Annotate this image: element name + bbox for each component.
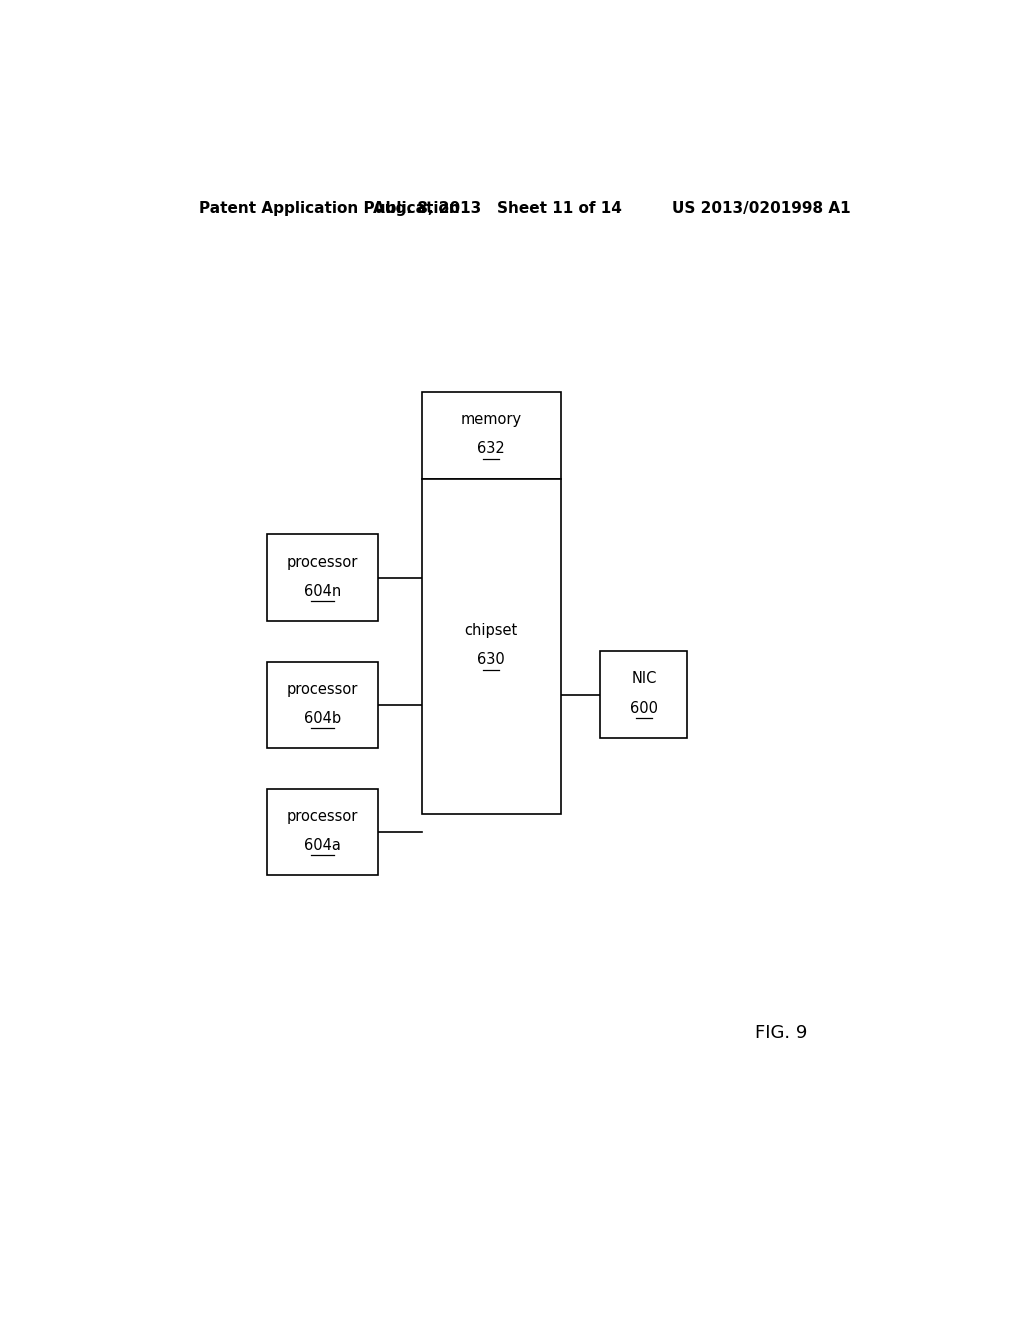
- Bar: [600, 651, 687, 738]
- Text: processor: processor: [287, 681, 358, 697]
- Bar: [267, 788, 378, 875]
- Text: 604a: 604a: [304, 838, 341, 853]
- Text: Aug. 8, 2013   Sheet 11 of 14: Aug. 8, 2013 Sheet 11 of 14: [373, 201, 622, 216]
- Text: 604b: 604b: [304, 710, 341, 726]
- Text: Patent Application Publication: Patent Application Publication: [200, 201, 460, 216]
- Text: 632: 632: [477, 441, 505, 457]
- Text: memory: memory: [461, 412, 521, 428]
- Text: NIC: NIC: [631, 672, 656, 686]
- Bar: [422, 479, 560, 814]
- Text: chipset: chipset: [465, 623, 518, 638]
- Text: FIG. 9: FIG. 9: [755, 1024, 807, 1043]
- Text: 630: 630: [477, 652, 505, 668]
- Text: 600: 600: [630, 701, 657, 715]
- Bar: [267, 661, 378, 748]
- Bar: [422, 392, 560, 479]
- Text: processor: processor: [287, 554, 358, 569]
- Text: US 2013/0201998 A1: US 2013/0201998 A1: [672, 201, 850, 216]
- Text: 604n: 604n: [304, 583, 341, 599]
- Text: processor: processor: [287, 809, 358, 824]
- Bar: [267, 535, 378, 620]
